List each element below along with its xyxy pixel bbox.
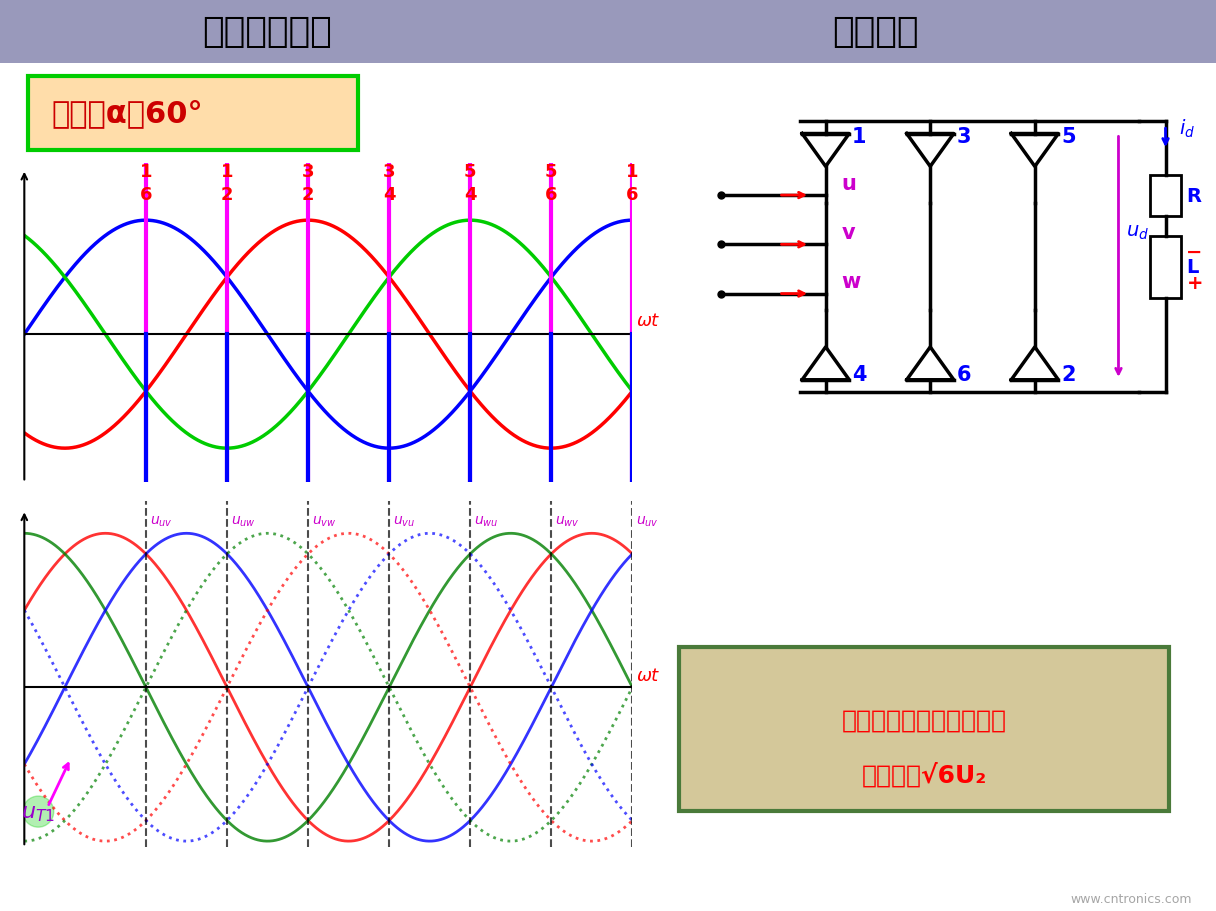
Text: R: R [1187,187,1201,205]
Bar [1150,176,1181,217]
Text: 3: 3 [302,163,314,181]
Text: 5: 5 [1060,127,1076,147]
Text: 5: 5 [545,163,557,181]
Text: 6: 6 [956,364,970,384]
Text: $u_{uv}$: $u_{uv}$ [150,515,173,528]
Text: u: u [841,174,856,194]
Text: 2: 2 [1060,364,1075,384]
Text: $u_{vu}$: $u_{vu}$ [393,515,416,528]
Text: 6: 6 [545,186,557,204]
Text: 3: 3 [956,127,970,147]
Text: $u_{wv}$: $u_{wv}$ [556,515,580,528]
Text: $u_{vw}$: $u_{vw}$ [313,515,337,528]
Text: 6: 6 [626,186,638,204]
Text: $i_d$: $i_d$ [1178,118,1195,139]
Bar [1150,237,1181,299]
Text: 4: 4 [851,364,866,384]
Text: ωt: ωt [637,666,659,684]
Text: $u_{uv}$: $u_{uv}$ [636,515,659,528]
Text: $u_{wu}$: $u_{wu}$ [474,515,499,528]
Ellipse shape [23,796,54,827]
Text: 三相全控桥式: 三相全控桥式 [203,15,332,49]
Text: +: + [1187,273,1203,292]
Text: −: − [1187,243,1203,262]
Text: www.cntronics.com: www.cntronics.com [1070,892,1192,905]
Text: 6: 6 [140,186,152,204]
Text: w: w [841,272,861,292]
Text: $u_{T1}$: $u_{T1}$ [21,804,55,824]
Text: $u_d$: $u_d$ [1126,223,1149,242]
Text: 4: 4 [383,186,395,204]
Text: 4: 4 [465,186,477,204]
Text: $u_{uw}$: $u_{uw}$ [231,515,255,528]
Text: 控制角α＝60°: 控制角α＝60° [51,99,203,128]
Text: 2: 2 [221,186,233,204]
Text: 5: 5 [465,163,477,181]
Text: 1: 1 [851,127,866,147]
Text: v: v [841,223,855,243]
FancyBboxPatch shape [679,647,1170,811]
FancyBboxPatch shape [28,77,358,150]
Text: L: L [1187,258,1199,277]
Text: 晶闸管承受的最大正、反: 晶闸管承受的最大正、反 [841,708,1007,732]
Text: 1: 1 [140,163,152,181]
Text: 向压降为√6U₂: 向压降为√6U₂ [861,762,987,787]
Text: 1: 1 [626,163,638,181]
Text: 工作原理: 工作原理 [832,15,919,49]
Text: 2: 2 [302,186,314,204]
Text: 1: 1 [221,163,233,181]
Text: 3: 3 [383,163,395,181]
Text: ωt: ωt [637,312,659,330]
